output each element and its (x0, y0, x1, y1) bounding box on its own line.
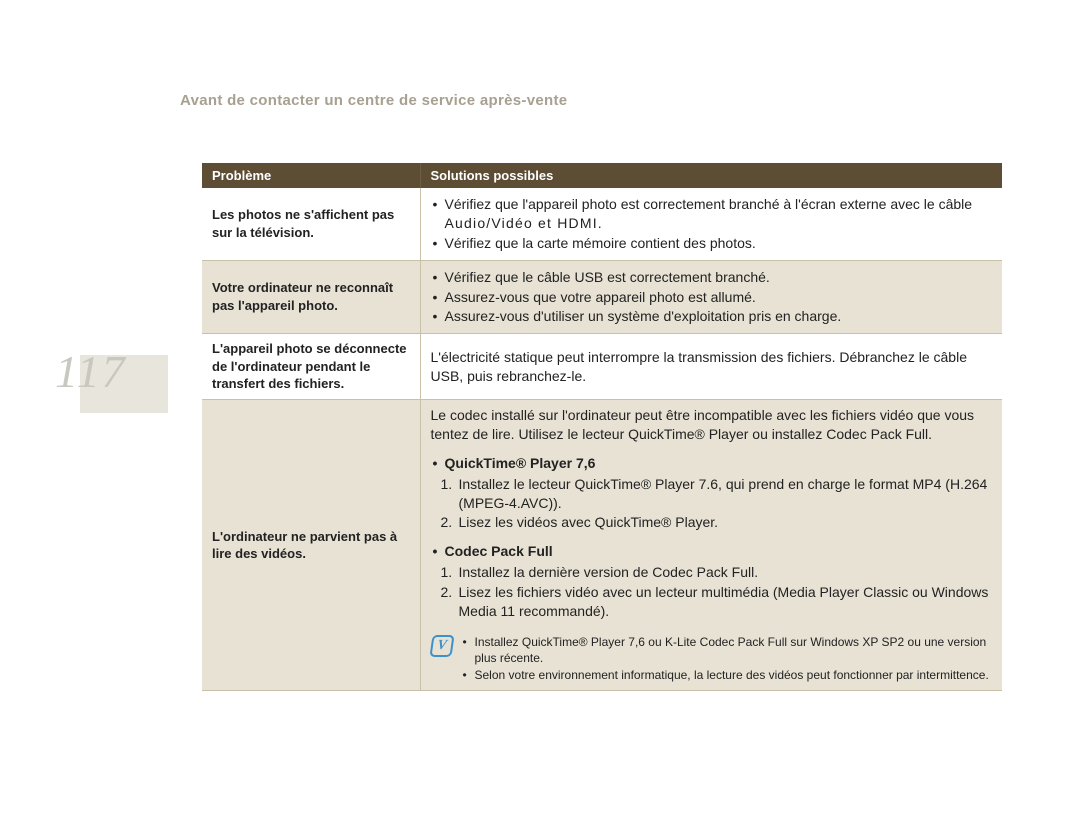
intro-text: Le codec installé sur l'ordinateur peut … (431, 406, 993, 444)
text: . (598, 215, 602, 231)
page-number: 117 (55, 345, 127, 398)
text: Vérifiez que l'appareil photo est correc… (445, 196, 973, 212)
note-item: Installez QuickTime® Player 7,6 ou K-Lit… (463, 634, 993, 666)
problem-cell: L'appareil photo se déconnecte de l'ordi… (202, 334, 420, 400)
table-row: Votre ordinateur ne reconnaît pas l'appa… (202, 260, 1002, 334)
bullet-item: Assurez-vous d'utiliser un système d'exp… (431, 307, 993, 326)
page-title: Avant de contacter un centre de service … (180, 92, 567, 109)
step-item: Lisez les vidéos avec QuickTime® Player. (459, 513, 993, 532)
bullet-item: Vérifiez que la carte mémoire contient d… (431, 234, 993, 253)
section-heading: Codec Pack Full (431, 542, 993, 561)
step-item: Lisez les fichiers vidéo avec un lecteur… (459, 583, 993, 621)
note-item: Selon votre environnement informatique, … (463, 667, 993, 683)
solution-cell: Vérifiez que l'appareil photo est correc… (420, 188, 1002, 260)
solution-cell: Vérifiez que le câble USB est correcteme… (420, 260, 1002, 334)
table-body: Les photos ne s'affichent pas sur la tél… (202, 188, 1002, 691)
bullet-item: Assurez-vous que votre appareil photo es… (431, 288, 993, 307)
note-icon: V (429, 635, 454, 657)
table-row: L'appareil photo se déconnecte de l'ordi… (202, 334, 1002, 400)
bullet-item: Vérifiez que l'appareil photo est correc… (431, 195, 993, 233)
troubleshooting-table-container: Problème Solutions possibles Les photos … (202, 163, 1002, 691)
table-row: Les photos ne s'affichent pas sur la tél… (202, 188, 1002, 260)
col-header-problem: Problème (202, 163, 420, 188)
problem-cell: Les photos ne s'affichent pas sur la tél… (202, 188, 420, 260)
problem-cell: Votre ordinateur ne reconnaît pas l'appa… (202, 260, 420, 334)
troubleshooting-table: Problème Solutions possibles Les photos … (202, 163, 1002, 691)
step-item: Installez la dernière version de Codec P… (459, 563, 993, 582)
section-heading: QuickTime® Player 7,6 (431, 454, 993, 473)
text-spaced: Audio/Vidéo et HDMI (445, 215, 598, 231)
col-header-solution: Solutions possibles (420, 163, 1002, 188)
note-box: V Installez QuickTime® Player 7,6 ou K-L… (431, 633, 993, 685)
bullet-item: Vérifiez que le câble USB est correcteme… (431, 268, 993, 287)
table-row: L'ordinateur ne parvient pas à lire des … (202, 399, 1002, 690)
solution-cell: L'électricité statique peut interrompre … (420, 334, 1002, 400)
step-item: Installez le lecteur QuickTime® Player 7… (459, 475, 993, 513)
problem-cell: L'ordinateur ne parvient pas à lire des … (202, 399, 420, 690)
solution-cell: Le codec installé sur l'ordinateur peut … (420, 399, 1002, 690)
